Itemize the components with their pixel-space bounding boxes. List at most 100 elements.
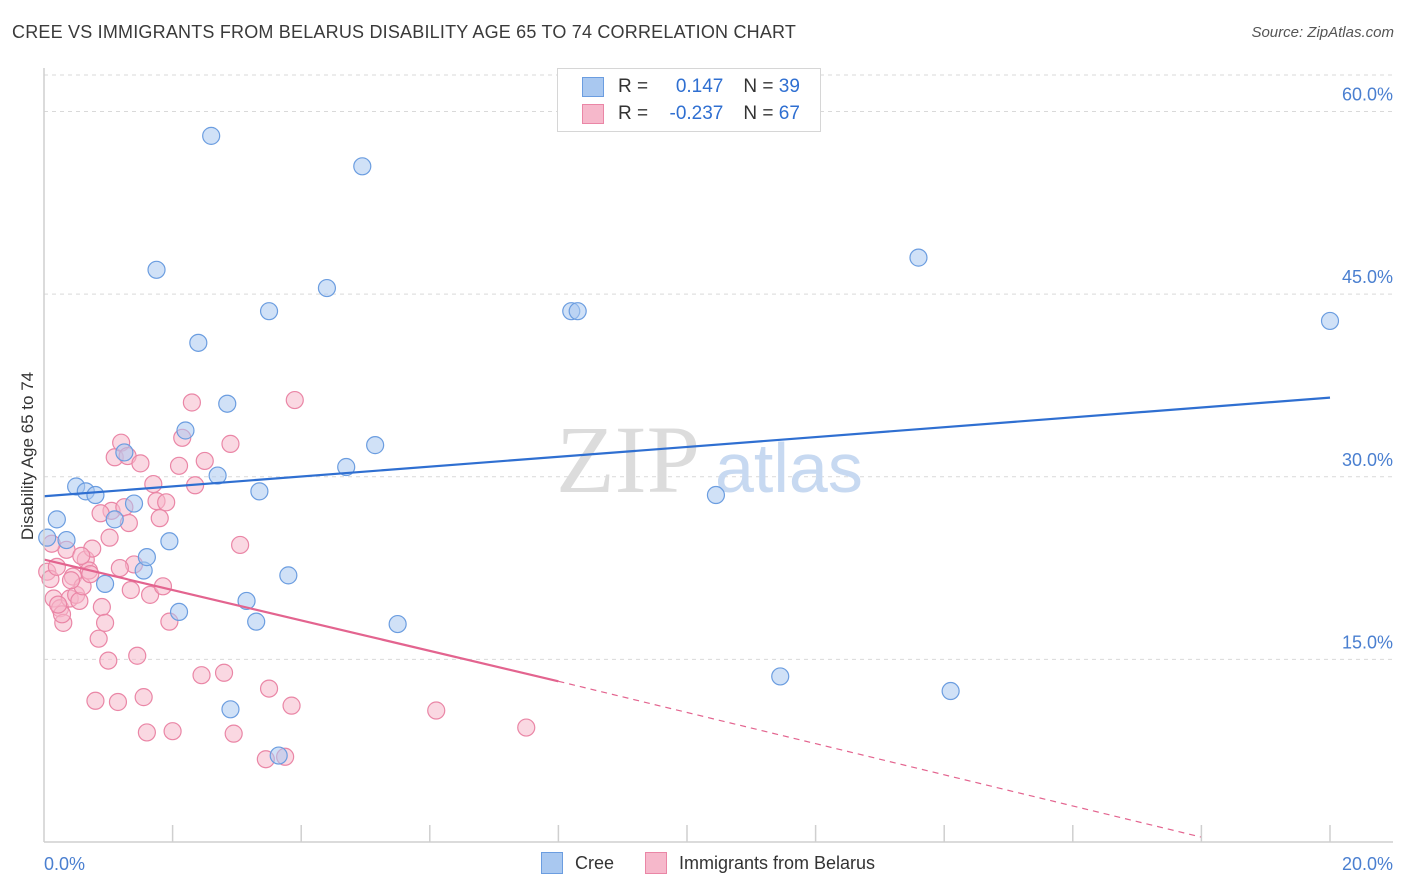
belarus-point [100,528,119,547]
belarus-point [110,558,129,578]
y-tick-label: 15.0% [1342,632,1393,652]
cree-point [388,614,407,634]
x-tick-label-max: 20.0% [1342,854,1393,874]
cree-point [247,612,266,631]
legend-r-label: R = [618,76,654,97]
belarus-point [140,585,160,604]
cree-point [202,126,221,145]
legend-r-value: -0.237 [669,103,724,124]
belarus-point [224,724,243,743]
cree-point [353,157,372,176]
belarus-point [72,546,91,565]
belarus-point [137,723,156,742]
legend-item-cree: Cree [541,852,614,874]
chart-source: Source: ZipAtlas.com [1251,24,1394,41]
belarus-point [89,629,108,648]
axes [43,68,1393,843]
cree-swatch [541,852,563,874]
legend-item-belarus: Immigrants from Belarus [645,852,875,874]
cree-point [909,248,928,267]
cree-point [105,510,124,529]
cree-point [160,532,179,551]
belarus-point [282,696,301,715]
cree-point [337,457,356,477]
belarus-point [259,679,279,698]
belarus-point [108,692,128,712]
belarus-point [128,646,147,665]
cree-point [317,278,337,298]
belarus-point [99,651,118,670]
legend-row-cree: R = 0.147 N = 39 [582,75,800,99]
belarus-point [214,663,234,682]
belarus-point [182,393,201,412]
cree-point [259,302,279,321]
cree-point [95,574,115,593]
cree-point [568,302,587,321]
belarus-point [61,571,81,590]
cree-point [269,746,288,765]
belarus-swatch [645,852,667,874]
cree-point [771,667,790,686]
cree-point [47,510,66,529]
belarus-point [92,597,111,617]
cree-point [38,528,57,547]
grid: 15.0% 30.0% 45.0% 60.0% [44,74,1393,660]
belarus-point [517,718,536,737]
legend-stats: R = 0.147 N = 39 R = -0.237 N = 67 [557,68,821,132]
y-tick-label: 45.0% [1342,267,1393,287]
legend-n-value: 39 [778,76,800,97]
cree-point [221,700,240,719]
legend-label-cree: Cree [575,852,615,873]
cree-point [57,530,76,550]
cree-point [124,494,144,513]
y-tick-label: 60.0% [1342,85,1393,105]
belarus-point [134,688,153,707]
belarus-point [192,666,211,685]
belarus-point [121,580,140,600]
legend-r-value: 0.147 [675,76,724,97]
belarus-point [221,434,240,453]
cree-point [137,548,156,567]
chart-title: CREE VS IMMIGRANTS FROM BELARUS DISABILI… [12,22,797,42]
cree-point [218,394,237,413]
cree-point [189,333,208,352]
legend-n-label: N = [743,103,779,124]
legend-label-belarus: Immigrants from Belarus [679,852,876,873]
belarus-point [231,535,250,555]
belarus-point [285,390,304,410]
belarus-swatch [582,104,604,124]
belarus-point [131,454,150,473]
cree-point [941,681,960,701]
belarus-point [150,509,169,528]
cree-point [115,443,134,462]
belarus-point [49,595,68,614]
belarus-point [86,691,105,710]
legend-row-belarus: R = -0.237 N = 67 [582,102,800,126]
belarus-trend-line [43,558,559,683]
legend-r-label: R = [618,103,654,124]
legend-n-value: 67 [778,103,800,124]
cree-point [366,436,385,455]
watermark-atlas: atlas [715,429,863,507]
cree-point [147,260,166,279]
belarus-point [427,701,446,720]
cree-trend-line [43,396,1331,498]
trend-lines [43,396,1331,838]
cree-swatch [582,77,604,97]
watermark-zip: ZIP [556,406,700,513]
series-cree-points [38,126,1340,765]
cree-point [237,591,256,611]
belarus-point [95,613,115,632]
cree-point [176,421,195,440]
cree-point [86,485,105,505]
cree-point [169,602,189,622]
belarus-point [157,493,176,512]
belarus-point [144,474,163,494]
cree-point [250,482,269,501]
belarus-point [195,451,214,471]
cree-point [706,485,726,505]
belarus-trend-extension [558,680,1202,838]
legend-n-label: N = [743,76,779,97]
cree-point [1320,311,1340,331]
